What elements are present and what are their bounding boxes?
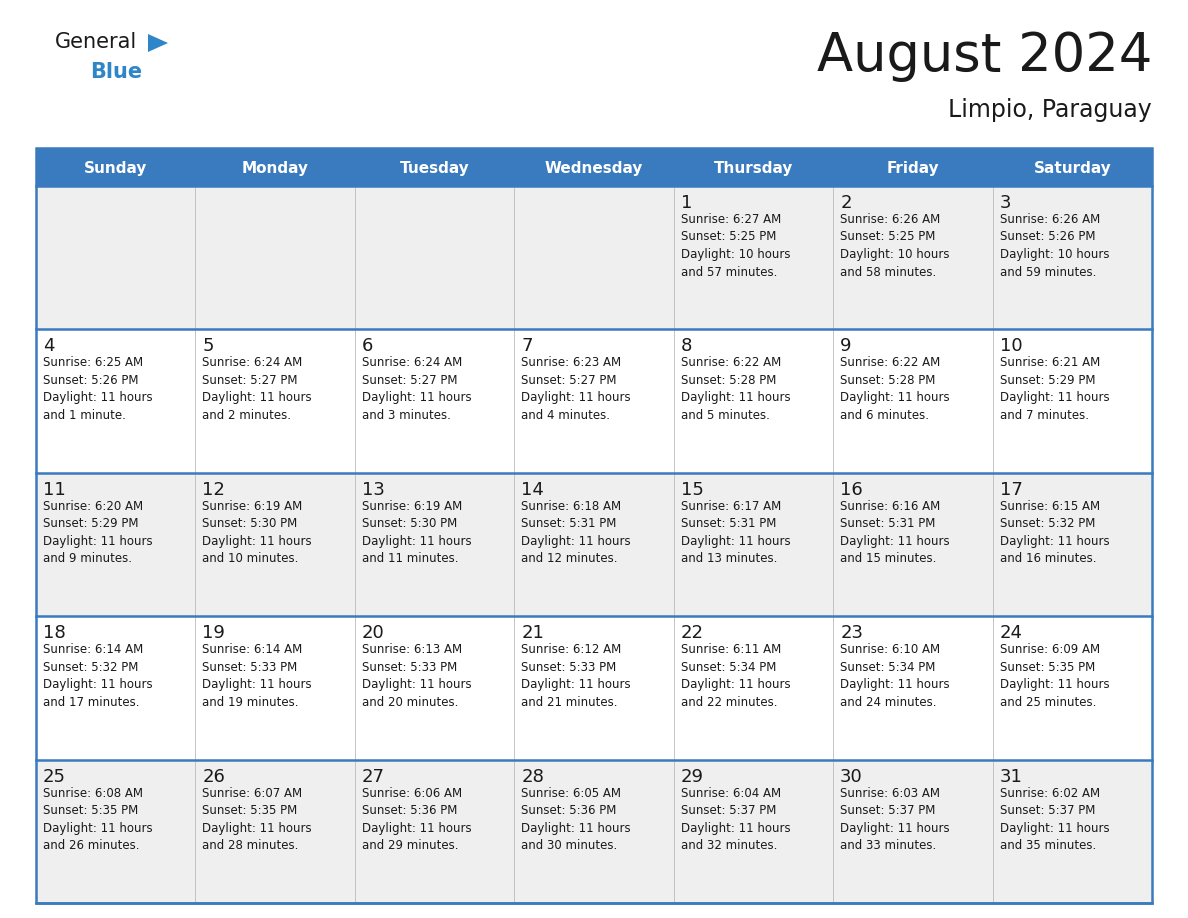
Text: Blue: Blue	[90, 62, 143, 82]
Bar	[36, 759, 1152, 903]
Text: Sunrise: 6:13 AM
Sunset: 5:33 PM
Daylight: 11 hours
and 20 minutes.: Sunrise: 6:13 AM Sunset: 5:33 PM Dayligh…	[362, 644, 472, 709]
Text: Tuesday: Tuesday	[399, 161, 469, 175]
Text: Sunrise: 6:26 AM
Sunset: 5:25 PM
Daylight: 10 hours
and 58 minutes.: Sunrise: 6:26 AM Sunset: 5:25 PM Dayligh…	[840, 213, 949, 278]
Text: Sunrise: 6:04 AM
Sunset: 5:37 PM
Daylight: 11 hours
and 32 minutes.: Sunrise: 6:04 AM Sunset: 5:37 PM Dayligh…	[681, 787, 790, 852]
Text: August 2024: August 2024	[816, 30, 1152, 82]
Text: Sunrise: 6:25 AM
Sunset: 5:26 PM
Daylight: 11 hours
and 1 minute.: Sunrise: 6:25 AM Sunset: 5:26 PM Dayligh…	[43, 356, 152, 422]
Text: 1: 1	[681, 194, 693, 212]
Text: 27: 27	[362, 767, 385, 786]
Text: Sunrise: 6:15 AM
Sunset: 5:32 PM
Daylight: 11 hours
and 16 minutes.: Sunrise: 6:15 AM Sunset: 5:32 PM Dayligh…	[999, 499, 1110, 565]
Text: Sunrise: 6:08 AM
Sunset: 5:35 PM
Daylight: 11 hours
and 26 minutes.: Sunrise: 6:08 AM Sunset: 5:35 PM Dayligh…	[43, 787, 152, 852]
Bar	[36, 330, 1152, 473]
Text: 28: 28	[522, 767, 544, 786]
Text: 2: 2	[840, 194, 852, 212]
Bar	[36, 473, 1152, 616]
Bar	[36, 148, 1152, 186]
Text: Sunrise: 6:14 AM
Sunset: 5:32 PM
Daylight: 11 hours
and 17 minutes.: Sunrise: 6:14 AM Sunset: 5:32 PM Dayligh…	[43, 644, 152, 709]
Text: 29: 29	[681, 767, 703, 786]
Text: 21: 21	[522, 624, 544, 643]
Text: 17: 17	[999, 481, 1023, 498]
Text: Sunrise: 6:10 AM
Sunset: 5:34 PM
Daylight: 11 hours
and 24 minutes.: Sunrise: 6:10 AM Sunset: 5:34 PM Dayligh…	[840, 644, 949, 709]
Text: Sunrise: 6:05 AM
Sunset: 5:36 PM
Daylight: 11 hours
and 30 minutes.: Sunrise: 6:05 AM Sunset: 5:36 PM Dayligh…	[522, 787, 631, 852]
Text: Sunrise: 6:06 AM
Sunset: 5:36 PM
Daylight: 11 hours
and 29 minutes.: Sunrise: 6:06 AM Sunset: 5:36 PM Dayligh…	[362, 787, 472, 852]
Text: Sunrise: 6:23 AM
Sunset: 5:27 PM
Daylight: 11 hours
and 4 minutes.: Sunrise: 6:23 AM Sunset: 5:27 PM Dayligh…	[522, 356, 631, 422]
Text: Sunrise: 6:12 AM
Sunset: 5:33 PM
Daylight: 11 hours
and 21 minutes.: Sunrise: 6:12 AM Sunset: 5:33 PM Dayligh…	[522, 644, 631, 709]
Text: 11: 11	[43, 481, 65, 498]
Text: Sunrise: 6:16 AM
Sunset: 5:31 PM
Daylight: 11 hours
and 15 minutes.: Sunrise: 6:16 AM Sunset: 5:31 PM Dayligh…	[840, 499, 949, 565]
Text: Thursday: Thursday	[714, 161, 794, 175]
Bar	[36, 616, 1152, 759]
Text: Sunrise: 6:03 AM
Sunset: 5:37 PM
Daylight: 11 hours
and 33 minutes.: Sunrise: 6:03 AM Sunset: 5:37 PM Dayligh…	[840, 787, 949, 852]
Text: Sunrise: 6:21 AM
Sunset: 5:29 PM
Daylight: 11 hours
and 7 minutes.: Sunrise: 6:21 AM Sunset: 5:29 PM Dayligh…	[999, 356, 1110, 422]
Text: Sunrise: 6:26 AM
Sunset: 5:26 PM
Daylight: 10 hours
and 59 minutes.: Sunrise: 6:26 AM Sunset: 5:26 PM Dayligh…	[999, 213, 1110, 278]
Text: Monday: Monday	[241, 161, 309, 175]
Text: 13: 13	[362, 481, 385, 498]
Text: Sunrise: 6:22 AM
Sunset: 5:28 PM
Daylight: 11 hours
and 6 minutes.: Sunrise: 6:22 AM Sunset: 5:28 PM Dayligh…	[840, 356, 949, 422]
Text: 10: 10	[999, 338, 1022, 355]
Polygon shape	[148, 34, 168, 52]
Text: 15: 15	[681, 481, 703, 498]
Text: Sunrise: 6:22 AM
Sunset: 5:28 PM
Daylight: 11 hours
and 5 minutes.: Sunrise: 6:22 AM Sunset: 5:28 PM Dayligh…	[681, 356, 790, 422]
Text: Sunday: Sunday	[84, 161, 147, 175]
Text: 16: 16	[840, 481, 862, 498]
Bar	[36, 186, 1152, 330]
Text: Limpio, Paraguay: Limpio, Paraguay	[948, 98, 1152, 122]
Text: 4: 4	[43, 338, 55, 355]
Text: 6: 6	[362, 338, 373, 355]
Text: 30: 30	[840, 767, 862, 786]
Text: 25: 25	[43, 767, 67, 786]
Text: 7: 7	[522, 338, 532, 355]
Text: Friday: Friday	[886, 161, 940, 175]
Text: 22: 22	[681, 624, 703, 643]
Text: 19: 19	[202, 624, 226, 643]
Text: Sunrise: 6:24 AM
Sunset: 5:27 PM
Daylight: 11 hours
and 3 minutes.: Sunrise: 6:24 AM Sunset: 5:27 PM Dayligh…	[362, 356, 472, 422]
Text: 23: 23	[840, 624, 864, 643]
Text: Sunrise: 6:02 AM
Sunset: 5:37 PM
Daylight: 11 hours
and 35 minutes.: Sunrise: 6:02 AM Sunset: 5:37 PM Dayligh…	[999, 787, 1110, 852]
Text: Sunrise: 6:14 AM
Sunset: 5:33 PM
Daylight: 11 hours
and 19 minutes.: Sunrise: 6:14 AM Sunset: 5:33 PM Dayligh…	[202, 644, 312, 709]
Text: Wednesday: Wednesday	[545, 161, 643, 175]
Text: 24: 24	[999, 624, 1023, 643]
Text: General: General	[55, 32, 138, 52]
Text: 20: 20	[362, 624, 385, 643]
Text: 14: 14	[522, 481, 544, 498]
Text: 3: 3	[999, 194, 1011, 212]
Text: Sunrise: 6:18 AM
Sunset: 5:31 PM
Daylight: 11 hours
and 12 minutes.: Sunrise: 6:18 AM Sunset: 5:31 PM Dayligh…	[522, 499, 631, 565]
Text: Sunrise: 6:20 AM
Sunset: 5:29 PM
Daylight: 11 hours
and 9 minutes.: Sunrise: 6:20 AM Sunset: 5:29 PM Dayligh…	[43, 499, 152, 565]
Text: Sunrise: 6:17 AM
Sunset: 5:31 PM
Daylight: 11 hours
and 13 minutes.: Sunrise: 6:17 AM Sunset: 5:31 PM Dayligh…	[681, 499, 790, 565]
Bar	[36, 148, 1152, 903]
Text: 26: 26	[202, 767, 226, 786]
Text: 31: 31	[999, 767, 1023, 786]
Text: Sunrise: 6:19 AM
Sunset: 5:30 PM
Daylight: 11 hours
and 10 minutes.: Sunrise: 6:19 AM Sunset: 5:30 PM Dayligh…	[202, 499, 312, 565]
Text: 9: 9	[840, 338, 852, 355]
Text: Sunrise: 6:07 AM
Sunset: 5:35 PM
Daylight: 11 hours
and 28 minutes.: Sunrise: 6:07 AM Sunset: 5:35 PM Dayligh…	[202, 787, 312, 852]
Text: 18: 18	[43, 624, 65, 643]
Text: Sunrise: 6:19 AM
Sunset: 5:30 PM
Daylight: 11 hours
and 11 minutes.: Sunrise: 6:19 AM Sunset: 5:30 PM Dayligh…	[362, 499, 472, 565]
Text: Sunrise: 6:09 AM
Sunset: 5:35 PM
Daylight: 11 hours
and 25 minutes.: Sunrise: 6:09 AM Sunset: 5:35 PM Dayligh…	[999, 644, 1110, 709]
Text: Sunrise: 6:11 AM
Sunset: 5:34 PM
Daylight: 11 hours
and 22 minutes.: Sunrise: 6:11 AM Sunset: 5:34 PM Dayligh…	[681, 644, 790, 709]
Text: Sunrise: 6:27 AM
Sunset: 5:25 PM
Daylight: 10 hours
and 57 minutes.: Sunrise: 6:27 AM Sunset: 5:25 PM Dayligh…	[681, 213, 790, 278]
Text: Sunrise: 6:24 AM
Sunset: 5:27 PM
Daylight: 11 hours
and 2 minutes.: Sunrise: 6:24 AM Sunset: 5:27 PM Dayligh…	[202, 356, 312, 422]
Text: 8: 8	[681, 338, 693, 355]
Text: Saturday: Saturday	[1034, 161, 1111, 175]
Text: 5: 5	[202, 338, 214, 355]
Text: 12: 12	[202, 481, 226, 498]
